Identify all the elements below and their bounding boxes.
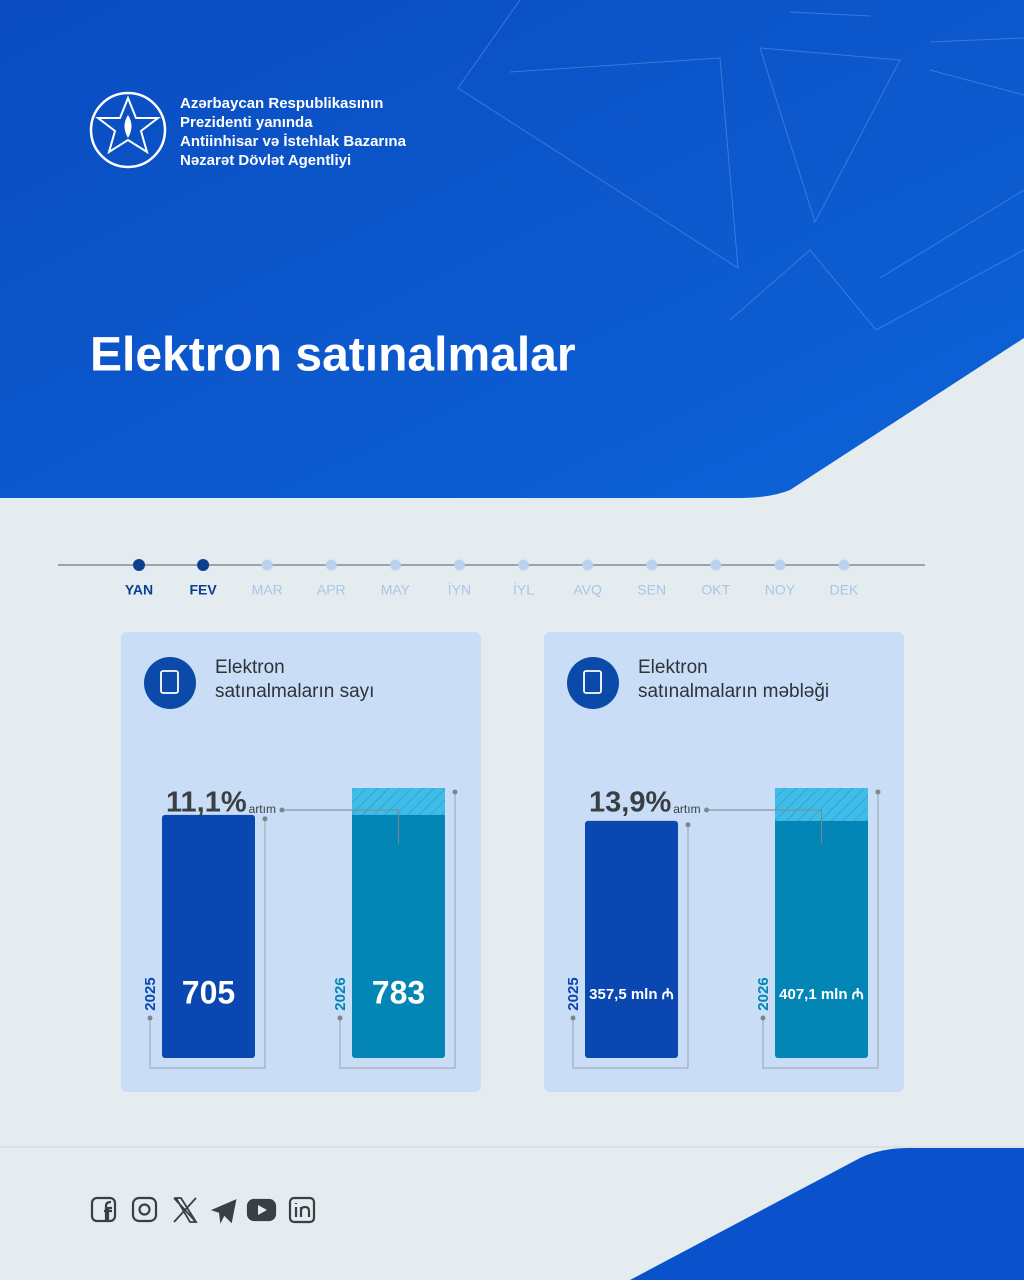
charts: Elektron satınalmaların sayı 705 2025 783 202… xyxy=(121,632,904,1092)
month-dot xyxy=(133,559,145,571)
bracket-dot xyxy=(452,789,458,795)
month-dot xyxy=(582,559,594,571)
linkedin-icon[interactable] xyxy=(288,1196,316,1224)
bar xyxy=(775,788,868,1058)
month-dot xyxy=(838,559,850,571)
month-label: APR xyxy=(317,582,346,598)
panel-icon xyxy=(567,657,619,709)
month-label: OKT xyxy=(701,582,730,598)
growth-text: artım xyxy=(249,802,276,816)
month-label: İYN xyxy=(448,581,471,598)
page-title: Elektron satınalmalar xyxy=(90,329,576,382)
timeline: YAN FEV MAR APR MAY İYN İYL AVQ SEN OKT NOY DEK xyxy=(125,559,859,598)
bracket-dot xyxy=(147,1015,153,1021)
instagram-icon[interactable] xyxy=(131,1196,158,1223)
telegram-icon[interactable] xyxy=(210,1199,237,1224)
bracket-dot xyxy=(685,822,691,828)
month-label: İYL xyxy=(513,581,534,598)
month-dot xyxy=(389,559,401,571)
bracket-dot xyxy=(337,1015,343,1021)
bar-value-label: 357,5 mln ₼ xyxy=(589,986,674,1003)
panel-icon-glyph xyxy=(583,670,602,694)
year-label: 2026 xyxy=(755,977,772,1010)
bar xyxy=(352,788,445,1058)
month-label: NOY xyxy=(765,582,796,598)
chart-title: satınalmaların sayı xyxy=(215,681,374,702)
month-dot xyxy=(774,559,786,571)
month-dot xyxy=(646,559,658,571)
header-band xyxy=(0,0,1024,498)
month-dot xyxy=(197,559,210,571)
bar-value-label: 407,1 mln ₼ xyxy=(779,986,864,1003)
month-label: SEN xyxy=(637,582,666,598)
growth-text: artım xyxy=(673,802,700,816)
x-icon[interactable] xyxy=(173,1197,198,1223)
month-dot xyxy=(325,559,337,571)
header-decor xyxy=(457,0,1024,331)
emblem xyxy=(89,91,167,169)
org-name: Antiinhisar və İstehlak Bazarına xyxy=(180,133,407,150)
panel-icon xyxy=(144,657,196,709)
month-dot xyxy=(710,559,722,571)
footer-decor xyxy=(630,1148,1024,1280)
panel-icon-glyph xyxy=(160,670,179,694)
org-name: Azərbaycan Respublikasının xyxy=(180,95,383,112)
bracket-dot xyxy=(760,1015,766,1021)
bar xyxy=(162,814,255,1058)
month-label: FEV xyxy=(189,582,217,598)
bracket-dot xyxy=(570,1015,576,1021)
chart-title: satınalmaların məbləği xyxy=(638,681,829,702)
month-label: DEK xyxy=(830,582,859,598)
social-icons xyxy=(90,1196,316,1224)
org-name: Nəzarət Dövlət Agentliyi xyxy=(180,152,351,169)
year-label: 2025 xyxy=(142,977,159,1010)
month-label: MAY xyxy=(381,582,411,598)
growth-leader xyxy=(281,809,399,844)
youtube-glyph xyxy=(258,1205,267,1215)
growth-label: 11,1% xyxy=(166,787,247,819)
facebook-icon[interactable] xyxy=(90,1196,117,1223)
bracket xyxy=(572,824,689,1069)
org-name: Prezidenti yanında xyxy=(180,114,313,131)
year-label: 2026 xyxy=(332,977,349,1010)
chart-title: Elektron xyxy=(215,657,285,678)
year-label: 2025 xyxy=(565,977,582,1010)
bracket-dot xyxy=(875,789,881,795)
bar-value-label: 783 xyxy=(372,974,425,1010)
month-dot xyxy=(518,559,530,571)
bracket-dot xyxy=(262,816,268,822)
bracket xyxy=(762,792,879,1069)
month-label: AVQ xyxy=(573,582,602,598)
month-label: YAN xyxy=(125,582,153,598)
growth-leader xyxy=(706,809,822,844)
bracket xyxy=(149,818,266,1069)
bar xyxy=(585,820,678,1058)
chart-title: Elektron xyxy=(638,657,708,678)
month-label: MAR xyxy=(252,582,283,598)
bracket xyxy=(339,792,456,1069)
instagram-glyph xyxy=(138,1203,151,1216)
bar-value-label: 705 xyxy=(182,974,235,1010)
month-dot xyxy=(261,559,273,571)
facebook-glyph xyxy=(104,1200,112,1221)
linkedin-glyph xyxy=(294,1203,311,1217)
growth-label: 13,9% xyxy=(589,787,671,819)
month-dot xyxy=(453,559,465,571)
